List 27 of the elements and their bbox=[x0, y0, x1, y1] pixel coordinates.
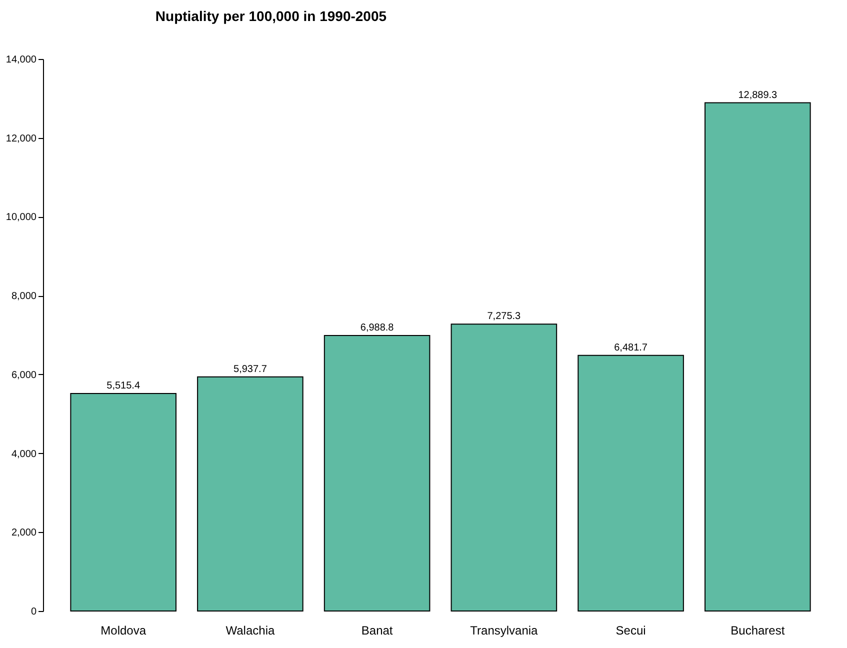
data-label: 12,889.3 bbox=[738, 90, 778, 101]
bar bbox=[704, 102, 811, 612]
bar bbox=[578, 354, 684, 612]
chart-title: Nuptiality per 100,000 in 1990-2005 bbox=[155, 8, 387, 24]
data-label: 6,481.7 bbox=[614, 342, 648, 354]
x-tick-label: Walachia bbox=[226, 624, 275, 638]
y-tick-label: 14,000 bbox=[6, 54, 37, 66]
y-tick-label: 12,000 bbox=[6, 133, 37, 144]
data-label: 6,988.8 bbox=[360, 322, 394, 334]
y-tick-label: 10,000 bbox=[6, 212, 37, 224]
bar bbox=[70, 393, 176, 612]
x-tick-label: Banat bbox=[361, 624, 394, 638]
x-tick-label: Moldova bbox=[100, 624, 146, 638]
y-tick-label: 0 bbox=[30, 606, 37, 618]
x-tick-label: Bucharest bbox=[730, 624, 786, 638]
data-label: 5,515.4 bbox=[106, 380, 140, 392]
x-tick-label: Transylvania bbox=[470, 624, 538, 638]
data-label: 7,275.3 bbox=[487, 311, 522, 322]
bar bbox=[450, 324, 558, 612]
data-label: 5,937.7 bbox=[234, 364, 268, 375]
y-tick-label: 8,000 bbox=[11, 291, 37, 302]
bar bbox=[324, 334, 430, 612]
y-tick-label: 2,000 bbox=[11, 528, 37, 539]
x-tick-label: Secui bbox=[616, 624, 646, 638]
y-tick-label: 6,000 bbox=[11, 370, 37, 381]
bar bbox=[197, 376, 304, 612]
y-tick-label: 4,000 bbox=[11, 448, 37, 460]
